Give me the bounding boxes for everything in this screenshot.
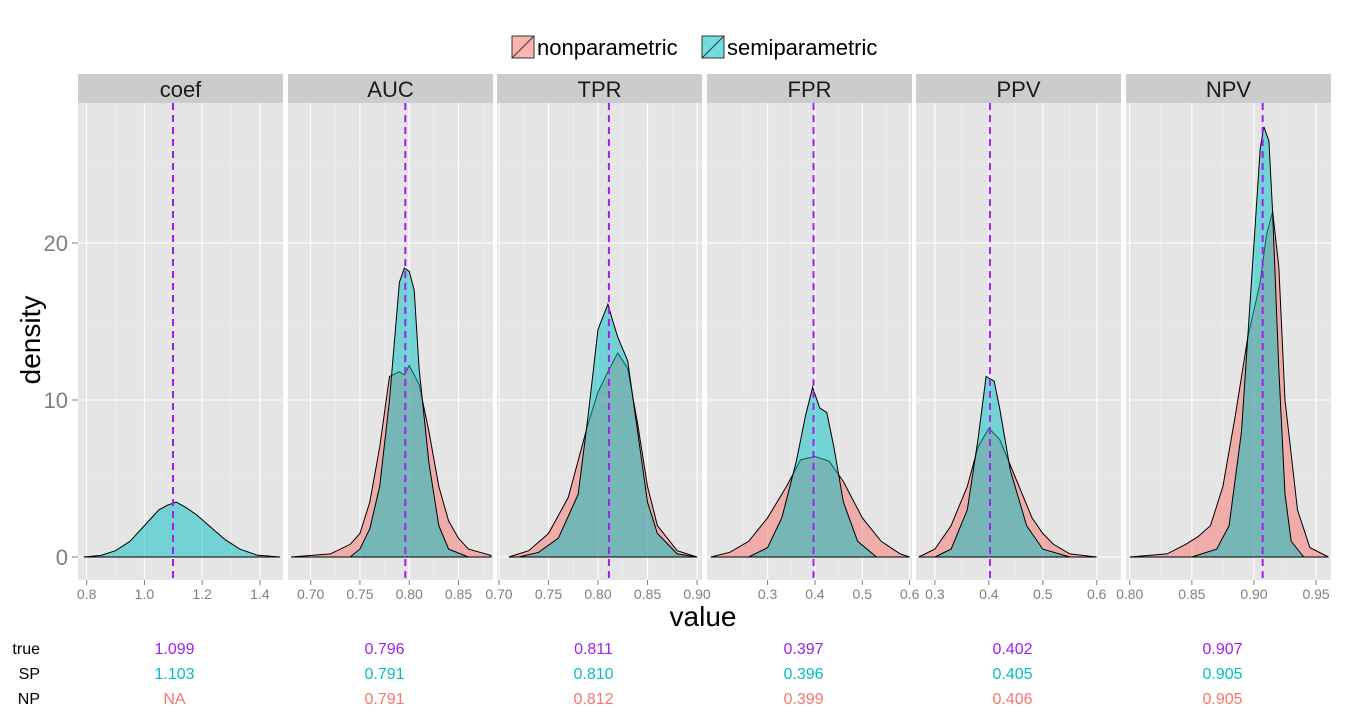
- table-cell: 0.399: [783, 691, 823, 708]
- table-cell: 0.397: [783, 641, 823, 658]
- table-cell: 0.907: [1202, 641, 1242, 658]
- table-row-label: NP: [18, 691, 40, 708]
- legend-key-nonparametric-slash: [511, 35, 535, 59]
- x-tick-label: 0.6: [1087, 586, 1107, 602]
- table-row-label: true: [12, 641, 40, 658]
- x-tick-label: 0.75: [346, 586, 373, 602]
- table-cell: 1.103: [154, 666, 194, 683]
- table-cell: 0.811: [574, 641, 613, 658]
- x-tick-label: 0.85: [634, 586, 661, 602]
- facet-title: NPV: [1206, 77, 1252, 102]
- table-cell: 0.796: [364, 641, 404, 658]
- facet-strip: [497, 74, 702, 103]
- y-tick-label: 10: [44, 388, 68, 413]
- legend: nonparametric semiparametric: [511, 35, 877, 60]
- facet-strip: [707, 74, 912, 103]
- x-tick-label: 0.5: [1033, 586, 1053, 602]
- facet-coef: coef 0.8 1.0 1.2 1.4: [77, 74, 283, 602]
- facet-title: FPR: [788, 77, 832, 102]
- facet-title: AUC: [367, 77, 414, 102]
- x-tick-label: 0.70: [297, 586, 324, 602]
- facet-PPV: PPV 0.3 0.4 0.5 0.6: [916, 74, 1121, 602]
- x-axis-title: value: [670, 601, 737, 632]
- table-cell: 0.791: [364, 666, 404, 683]
- x-tick-label: 0.80: [1116, 586, 1143, 602]
- x-tick-label: 0.80: [396, 586, 423, 602]
- x-tick-label: 0.6: [900, 586, 920, 602]
- x-tick-label: 1.2: [192, 586, 212, 602]
- y-tick-label: 20: [44, 231, 68, 256]
- facet-TPR: TPR 0.70 0.75 0.80 0.85 0.90: [485, 74, 711, 602]
- table-cell: 0.905: [1202, 691, 1242, 708]
- table-row-label: SP: [19, 666, 40, 683]
- x-tick-label: 0.90: [683, 586, 710, 602]
- facet-strip: [916, 74, 1121, 103]
- table-cell: 0.791: [364, 691, 404, 708]
- facet-FPR: FPR 0.3 0.4 0.5 0.6: [707, 74, 920, 602]
- facet-panels: coef 0.8 1.0 1.2 1.4 AUC 0.70 0.75 0.80 0.85 TPR 0.…: [77, 74, 1331, 602]
- facet-AUC: AUC 0.70 0.75 0.80 0.85: [288, 74, 493, 602]
- table-cell: 0.405: [992, 666, 1032, 683]
- x-tick-label: 0.95: [1302, 586, 1329, 602]
- x-tick-label: 0.3: [925, 586, 945, 602]
- facet-title: PPV: [996, 77, 1040, 102]
- table-cell: 0.406: [992, 691, 1032, 708]
- density-semiparametric: [748, 385, 878, 558]
- legend-label-semiparametric: semiparametric: [727, 35, 877, 60]
- facet-NPV: NPV 0.80 0.85 0.90 0.95: [1116, 74, 1331, 602]
- x-tick-label: 0.85: [445, 586, 472, 602]
- x-tick-label: 1.4: [250, 586, 270, 602]
- table-cell: 0.905: [1202, 666, 1242, 683]
- x-tick-label: 0.8: [77, 586, 97, 602]
- x-tick-label: 1.0: [135, 586, 155, 602]
- table-cell: 0.402: [992, 641, 1032, 658]
- density-semiparametric: [934, 375, 1070, 558]
- y-axis: 0 10 20: [44, 231, 78, 570]
- table-cell: 0.810: [573, 666, 613, 683]
- facet-title: coef: [160, 77, 202, 102]
- x-tick-label: 0.75: [535, 586, 562, 602]
- legend-label-nonparametric: nonparametric: [537, 35, 678, 60]
- table-cell: 0.396: [783, 666, 823, 683]
- facet-title: TPR: [578, 77, 622, 102]
- facet-strip: [1126, 74, 1331, 103]
- summary-table: true 1.099 0.796 0.811 0.397 0.402 0.907 SP 1.10…: [12, 641, 1242, 708]
- density-semiparametric: [518, 302, 698, 558]
- facet-strip: [78, 74, 283, 103]
- x-tick-label: 0.4: [979, 586, 999, 602]
- x-tick-label: 0.5: [853, 586, 873, 602]
- density-semiparametric: [1191, 126, 1305, 558]
- x-tick-label: 0.85: [1178, 586, 1205, 602]
- density-semiparametric: [83, 501, 281, 558]
- x-tick-label: 0.90: [1240, 586, 1267, 602]
- table-cell: 1.099: [154, 641, 194, 658]
- y-axis-title: density: [15, 296, 46, 385]
- x-tick-label: 0.70: [485, 586, 512, 602]
- density-semiparametric: [348, 267, 469, 558]
- x-tick-label: 0.80: [584, 586, 611, 602]
- x-tick-label: 0.3: [758, 586, 778, 602]
- legend-key-semiparametric-slash: [701, 35, 725, 59]
- y-tick-label: 0: [56, 545, 68, 570]
- table-cell: 0.812: [573, 691, 613, 708]
- x-tick-label: 0.4: [805, 586, 825, 602]
- facet-strip: [288, 74, 493, 103]
- panel-background: [78, 103, 283, 580]
- table-cell: NA: [163, 691, 186, 708]
